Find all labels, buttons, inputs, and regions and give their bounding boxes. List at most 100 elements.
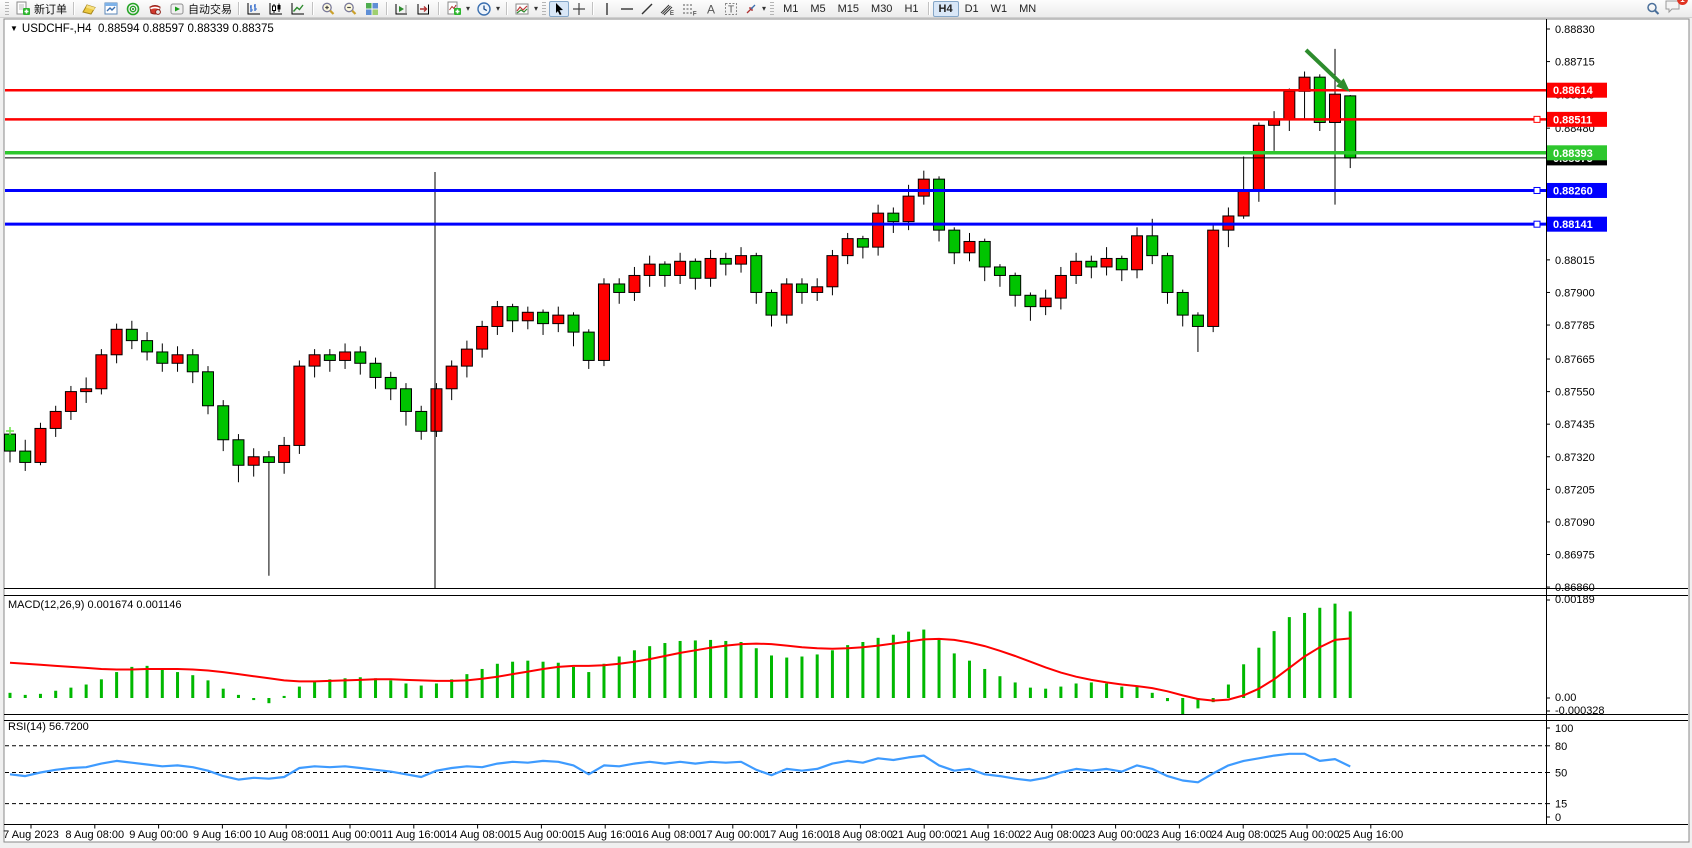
timeframe-h1-button[interactable]: H1 <box>904 2 919 15</box>
separator <box>592 2 595 15</box>
text-label-icon: T <box>725 2 738 15</box>
svg-text:0.87090: 0.87090 <box>1555 517 1595 529</box>
svg-text:0.88614: 0.88614 <box>1553 85 1594 97</box>
chart-shift-icon <box>417 3 429 14</box>
chat-button[interactable]: 1 <box>1664 0 1688 19</box>
svg-text:F: F <box>693 11 697 16</box>
indicators-button[interactable]: ▾ <box>443 1 473 17</box>
ohlc-values: 0.88594 0.88597 0.88339 0.88375 <box>97 23 274 35</box>
zoom-out-button[interactable] <box>339 1 361 17</box>
svg-text:-0.000328: -0.000328 <box>1555 705 1605 717</box>
svg-text:18 Aug 08:00: 18 Aug 08:00 <box>828 829 893 841</box>
separator <box>438 2 440 15</box>
chat-badge: 1 <box>1677 0 1688 5</box>
rsi-pane[interactable]: 100 80 50 150 <box>5 723 1573 824</box>
candlesticks-chart-button[interactable] <box>265 1 287 17</box>
svg-text:15 Aug 16:00: 15 Aug 16:00 <box>573 829 638 841</box>
timeframe-h4-button[interactable]: H4 <box>932 0 959 17</box>
toolbar-grip[interactable] <box>770 2 775 15</box>
arrows-tool-button[interactable]: ▾ <box>741 1 769 17</box>
svg-text:0.88015: 0.88015 <box>1555 255 1595 267</box>
svg-text:0.00: 0.00 <box>1555 692 1576 704</box>
svg-text:0.86860: 0.86860 <box>1555 582 1595 594</box>
svg-text:7 Aug 2023: 7 Aug 2023 <box>3 829 59 841</box>
svg-text:0.88830: 0.88830 <box>1555 24 1595 36</box>
svg-text:0.86975: 0.86975 <box>1555 549 1595 561</box>
new-order-button[interactable]: 新订单 <box>12 1 70 17</box>
timeframe-m15-button[interactable]: M15 <box>837 2 860 15</box>
search-button[interactable] <box>1642 1 1664 17</box>
collapse-triangle-icon[interactable]: ▼ <box>10 24 18 33</box>
text-tool-button[interactable]: A <box>701 1 721 17</box>
svg-text:8 Aug 08:00: 8 Aug 08:00 <box>65 829 124 841</box>
separator <box>927 2 930 15</box>
market-watch-button[interactable] <box>100 1 122 17</box>
chart-shift-button[interactable] <box>413 1 435 17</box>
fibonacci-tool-button[interactable]: F <box>679 1 701 17</box>
svg-text:25 Aug 16:00: 25 Aug 16:00 <box>1338 829 1403 841</box>
toolbar-grip[interactable] <box>542 2 547 15</box>
timeframe-w1-button[interactable]: W1 <box>990 2 1008 15</box>
chart-header: ▼ USDCHF-,H4 0.88594 0.88597 0.88339 0.88… <box>10 23 274 35</box>
fibonacci-icon: F <box>683 4 697 16</box>
signals-button[interactable] <box>122 1 144 17</box>
symbol-timeframe-label: USDCHF-,H4 <box>21 23 92 35</box>
arrows-dropdown-caret: ▾ <box>762 4 767 13</box>
text-icon: A <box>707 2 715 16</box>
svg-text:100: 100 <box>1555 723 1573 735</box>
svg-text:0.87320: 0.87320 <box>1555 452 1595 464</box>
cursor-tool-button[interactable] <box>549 0 570 17</box>
tile-windows-button[interactable] <box>361 1 383 17</box>
zoom-in-button[interactable] <box>317 1 339 17</box>
timeframe-m1-button[interactable]: M1 <box>783 2 799 15</box>
autotrading-icon <box>170 3 184 14</box>
trendline-tool-button[interactable] <box>637 1 657 17</box>
svg-text:80: 80 <box>1555 741 1567 753</box>
green-arrow-annotation[interactable] <box>1304 48 1350 92</box>
templates-button[interactable]: ▾ <box>511 1 541 17</box>
bars-chart-button[interactable] <box>243 1 265 17</box>
auto-scroll-button[interactable] <box>391 1 413 17</box>
metaeditor-button[interactable] <box>78 1 100 17</box>
metaeditor-icon <box>82 3 96 15</box>
bars-chart-icon <box>247 2 260 14</box>
svg-text:0.00189: 0.00189 <box>1555 594 1595 606</box>
crosshair-tool-button[interactable] <box>569 1 589 17</box>
horizontal-level-lines[interactable] <box>5 88 1546 228</box>
svg-text:T: T <box>728 4 734 15</box>
auto-scroll-icon <box>395 3 407 14</box>
candlesticks[interactable] <box>4 48 1357 576</box>
timeframe-m5-button[interactable]: M5 <box>810 2 826 15</box>
svg-text:9 Aug 16:00: 9 Aug 16:00 <box>193 829 252 841</box>
templates-icon <box>515 3 529 14</box>
svg-text:0.88260: 0.88260 <box>1553 185 1593 197</box>
toolbar: 新订单 自动交易 <box>0 0 1692 18</box>
timeframe-mn-button[interactable]: MN <box>1019 2 1037 15</box>
indicators-icon <box>447 1 461 15</box>
periods-dropdown-button[interactable]: ▾ <box>473 1 503 17</box>
line-chart-icon <box>291 2 304 14</box>
equidistant-channel-tool-button[interactable]: E <box>657 1 679 17</box>
autotrading-button[interactable]: 自动交易 <box>166 1 235 17</box>
time-axis[interactable]: 7 Aug 2023 8 Aug 08:00 9 Aug 00:00 9 Aug 16… <box>3 824 1403 842</box>
timeframe-d1-button[interactable]: D1 <box>964 2 979 15</box>
svg-text:0.87785: 0.87785 <box>1555 320 1595 332</box>
text-label-tool-button[interactable]: T <box>721 1 741 17</box>
zoom-out-icon <box>344 2 357 15</box>
horizontal-line-tool-button[interactable] <box>617 1 637 17</box>
rsi-indicator-label: RSI(14) 56.7200 <box>8 721 89 733</box>
svg-text:0.87205: 0.87205 <box>1555 484 1595 496</box>
macd-pane[interactable]: 0.00189 0.00-0.000328 <box>8 594 1605 717</box>
vertical-line-tool-button[interactable] <box>597 1 617 17</box>
timeframe-m30-button[interactable]: M30 <box>871 2 893 15</box>
line-chart-button[interactable] <box>287 1 309 17</box>
equidistant-channel-icon: E <box>660 4 674 16</box>
svg-text:24 Aug 08:00: 24 Aug 08:00 <box>1211 829 1276 841</box>
svg-text:0.88715: 0.88715 <box>1555 57 1595 69</box>
separator <box>386 2 388 15</box>
svg-text:0.87900: 0.87900 <box>1555 287 1595 299</box>
toolbar-grip[interactable] <box>5 2 9 15</box>
strategy-tester-button[interactable] <box>144 1 166 17</box>
